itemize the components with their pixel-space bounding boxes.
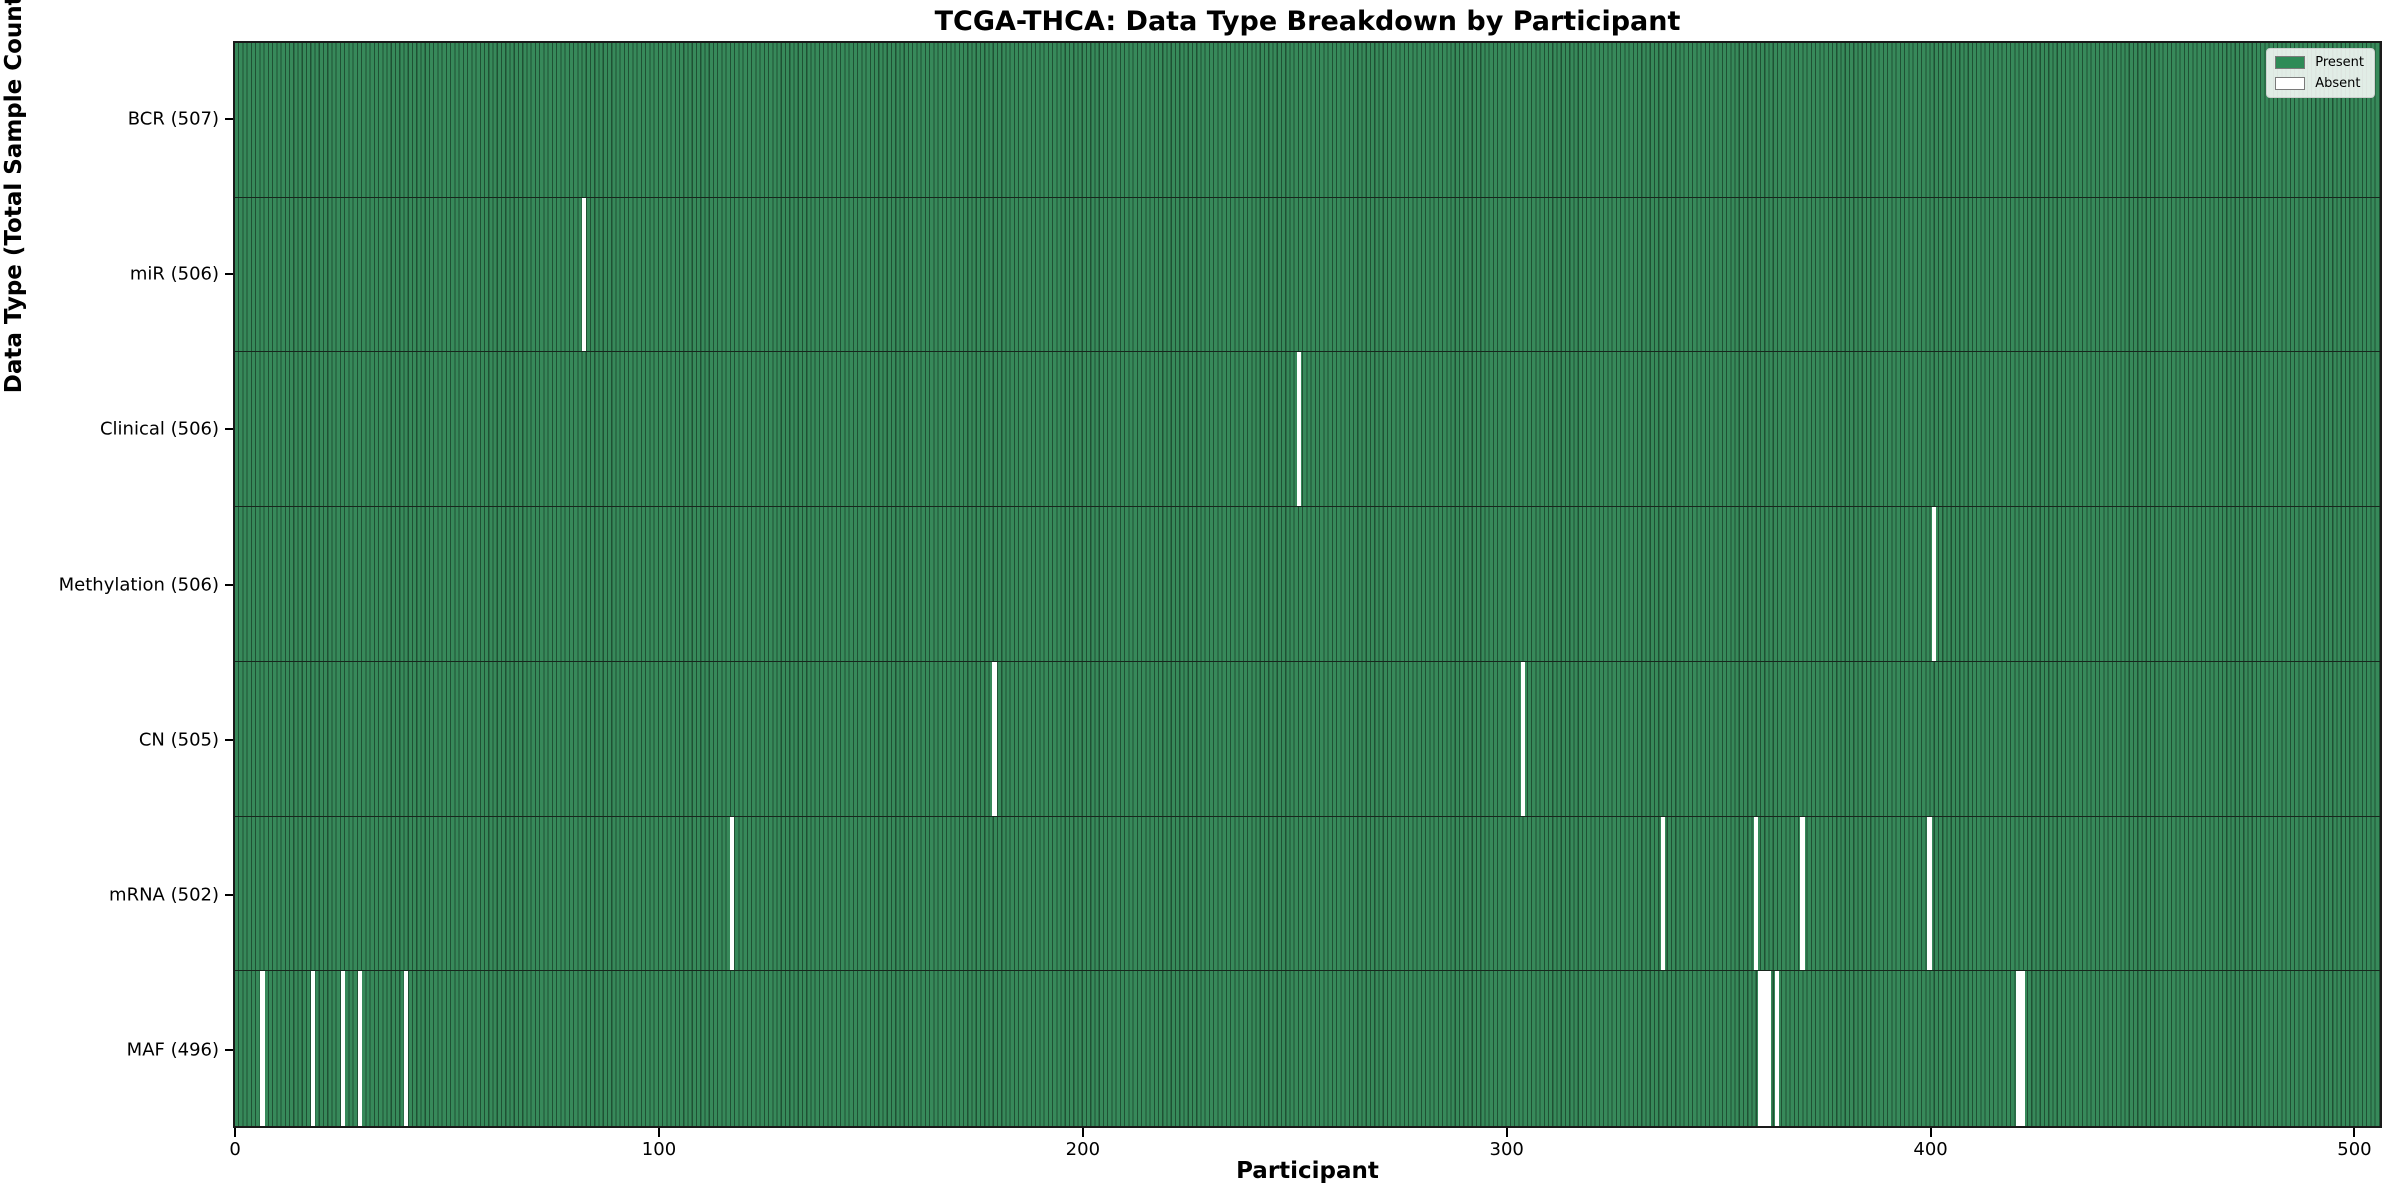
x-tick-label: 300 bbox=[1489, 1139, 1524, 1160]
legend-absent-label: Absent bbox=[2315, 76, 2361, 91]
y-tick-mark bbox=[225, 1049, 233, 1052]
absent-mark bbox=[1521, 661, 1526, 816]
absent-mark bbox=[1800, 816, 1805, 971]
y-tick-mark bbox=[225, 583, 233, 586]
x-tick-mark bbox=[1929, 1128, 1932, 1137]
x-tick-label: 200 bbox=[1065, 1139, 1101, 1160]
datatype-row-cn bbox=[235, 661, 2380, 817]
y-tick-label: MAF (496) bbox=[126, 1039, 219, 1061]
legend-entry-present: Present bbox=[2275, 55, 2364, 70]
x-tick-mark bbox=[1081, 1128, 1084, 1137]
y-tick-label: miR (506) bbox=[129, 263, 219, 285]
absent-mark bbox=[1931, 507, 1936, 661]
chart-title: TCGA-THCA: Data Type Breakdown by Partic… bbox=[934, 6, 1681, 37]
legend-entry-absent: Absent bbox=[2275, 76, 2364, 91]
y-tick-mark bbox=[225, 117, 233, 120]
absent-mark bbox=[311, 971, 316, 1126]
y-axis-labels: BCR (507) miR (506) Clinical (506) Methylat… bbox=[0, 41, 233, 1128]
absent-mark bbox=[260, 971, 265, 1126]
y-tick-mark bbox=[225, 428, 233, 431]
datatype-row-bcr bbox=[235, 43, 2380, 198]
absent-swatch-icon bbox=[2275, 77, 2306, 90]
absent-mark bbox=[2020, 971, 2025, 1126]
absent-mark bbox=[992, 661, 997, 816]
present-swatch-icon bbox=[2275, 56, 2306, 69]
absent-mark bbox=[1766, 971, 1771, 1126]
x-axis-title: Participant bbox=[1236, 1158, 1379, 1184]
absent-mark bbox=[730, 816, 735, 971]
legend: Present Absent bbox=[2266, 48, 2375, 98]
x-tick-label: 500 bbox=[2337, 1139, 2372, 1160]
absent-mark bbox=[404, 971, 409, 1126]
x-tick-label: 400 bbox=[1913, 1139, 1948, 1160]
y-tick-label: Methylation (506) bbox=[58, 574, 219, 595]
datatype-row-mir bbox=[235, 197, 2380, 353]
y-tick-label: CN (505) bbox=[138, 729, 219, 751]
x-tick-mark bbox=[234, 1128, 237, 1137]
y-tick-label: Clinical (506) bbox=[99, 418, 219, 440]
datatype-row-clinical bbox=[235, 352, 2380, 508]
datatype-row-maf bbox=[235, 971, 2380, 1126]
y-tick-label: mRNA (502) bbox=[109, 884, 219, 906]
x-axis-ticks: 0 100 200 300 400 500 bbox=[229, 1128, 2382, 1160]
x-tick-label: 100 bbox=[641, 1139, 677, 1160]
absent-mark bbox=[1753, 816, 1759, 971]
x-tick-mark bbox=[1505, 1128, 1508, 1137]
legend-present-label: Present bbox=[2315, 55, 2364, 70]
y-tick-mark bbox=[225, 272, 233, 275]
absent-mark bbox=[1927, 816, 1932, 971]
absent-mark bbox=[581, 197, 587, 352]
y-tick-mark bbox=[225, 894, 233, 897]
y-tick-mark bbox=[225, 738, 233, 741]
absent-mark bbox=[340, 971, 345, 1126]
datatype-row-mrna bbox=[235, 816, 2380, 972]
absent-mark bbox=[1762, 971, 1767, 1126]
plot-area: Present Absent bbox=[233, 41, 2382, 1128]
absent-mark bbox=[1775, 971, 1780, 1126]
x-tick-mark bbox=[2353, 1128, 2356, 1137]
absent-mark bbox=[2016, 971, 2021, 1126]
y-tick-label: BCR (507) bbox=[127, 108, 219, 130]
x-tick-mark bbox=[657, 1128, 660, 1137]
absent-mark bbox=[357, 971, 362, 1126]
datatype-row-methylation bbox=[235, 507, 2380, 662]
absent-mark bbox=[1296, 352, 1302, 507]
x-tick-label: 0 bbox=[229, 1139, 241, 1160]
absent-mark bbox=[1660, 816, 1665, 971]
absent-mark bbox=[1758, 971, 1763, 1126]
